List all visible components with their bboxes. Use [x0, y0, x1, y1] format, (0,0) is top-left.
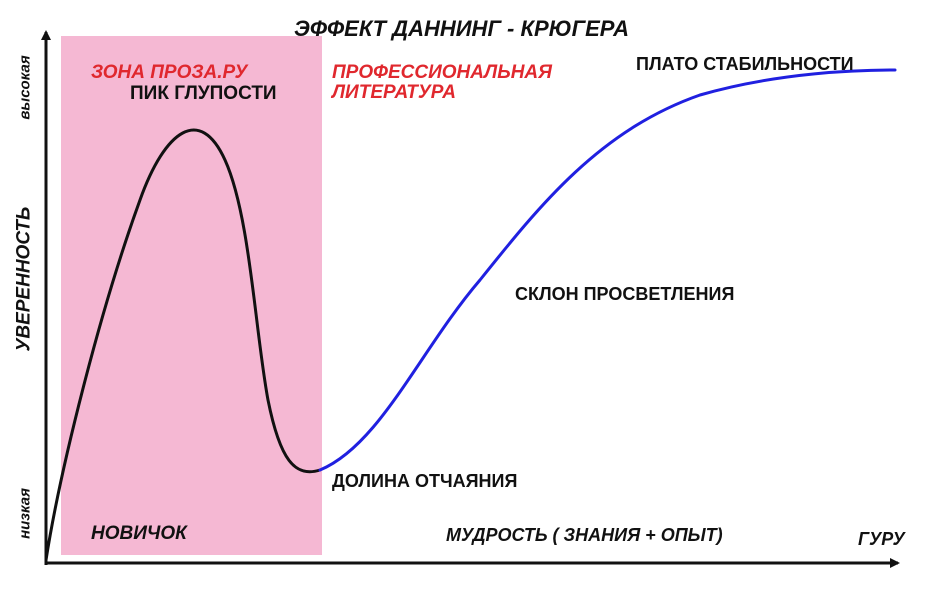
y-axis-low-label: низкая: [16, 488, 34, 539]
professional-literature-line2: ЛИТЕРАТУРА: [332, 82, 456, 103]
y-axis-label: УВЕРЕННОСТЬ: [13, 206, 35, 352]
valley-label: ДОЛИНА ОТЧАЯНИЯ: [332, 471, 518, 491]
x-axis-label: МУДРОСТЬ ( ЗНАНИЯ + ОПЫТ): [446, 525, 723, 545]
zone-prozaru-area: [61, 36, 322, 555]
x-axis-start-label: НОВИЧОК: [91, 523, 187, 544]
confidence-curve-late: [318, 68, 897, 472]
plateau-label: ПЛАТО СТАБИЛЬНОСТИ: [636, 54, 854, 74]
professional-literature-line1: ПРОФЕССИОНАЛЬНАЯ: [332, 62, 552, 83]
y-axis-high-label: высокая: [16, 55, 34, 120]
x-axis-end-label: ГУРУ: [858, 529, 905, 549]
peak-label: ПИК ГЛУПОСТИ: [130, 83, 277, 104]
slope-label: СКЛОН ПРОСВЕТЛЕНИЯ: [515, 284, 735, 304]
zone-prozaru-label: ЗОНА ПРОЗА.РУ: [91, 62, 248, 83]
page-title: ЭФФЕКТ ДАННИНГ - КРЮГЕРА: [294, 16, 629, 41]
confidence-curve-early: [44, 128, 322, 562]
